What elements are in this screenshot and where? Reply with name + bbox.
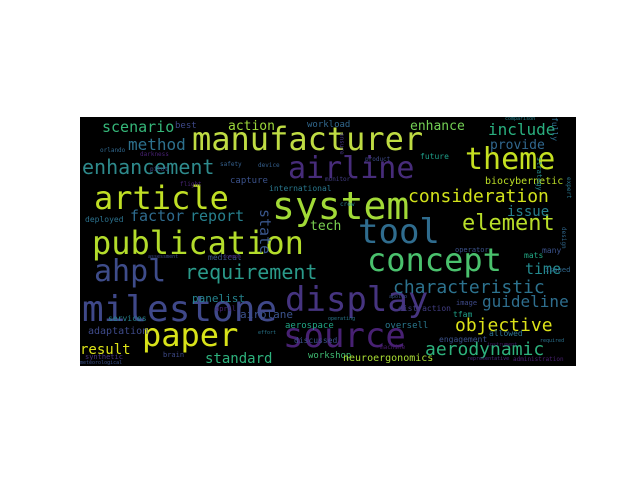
word-april: april: [215, 305, 237, 313]
word-discussed: discussed: [294, 336, 338, 345]
word-element: element: [462, 211, 555, 236]
word-future: future: [420, 152, 449, 161]
word-flight: flight: [180, 181, 202, 188]
word-services: services: [108, 314, 147, 323]
word-concept: concept: [367, 241, 502, 279]
word-airplane: airplane: [240, 308, 293, 321]
word-effort: effort: [258, 330, 277, 336]
word-product: product: [365, 156, 391, 163]
word-tech: tech: [310, 219, 342, 234]
word-workshop: workshop: [308, 351, 352, 361]
word-allowed: allowed: [489, 329, 523, 338]
word-instrument: instrument: [487, 342, 518, 348]
word-theme: theme: [465, 142, 556, 177]
word-administration: administration: [513, 356, 564, 363]
word-standard: standard: [205, 351, 273, 366]
word-mats: mats: [524, 251, 544, 260]
word-expert: expert: [565, 177, 572, 199]
word-best: best: [175, 121, 197, 131]
word-tool: tool: [358, 212, 440, 252]
word-milestone: milestone: [82, 289, 278, 330]
word-monitor: monitor: [325, 176, 351, 183]
word-result: result: [80, 342, 131, 358]
word-operating: operating: [328, 316, 356, 322]
word-fully: fully: [550, 117, 559, 142]
word-system: system: [272, 184, 410, 228]
word-enhancement: enhancement: [82, 155, 215, 179]
word-darkness: darkness: [140, 151, 169, 158]
word-orlando: orlando: [100, 147, 126, 154]
word-capture: capture: [230, 176, 268, 186]
word-consideration: consideration: [408, 186, 549, 207]
word-international: international: [269, 184, 332, 193]
word-oversell: oversell: [385, 321, 429, 331]
word-representative: representative: [467, 356, 510, 362]
word-distraction: distraction: [398, 304, 451, 313]
word-report: report: [190, 207, 245, 225]
word-deployed: deployed: [85, 215, 124, 224]
word-enhance: enhance: [410, 119, 465, 134]
word-characteristic: characteristic: [393, 277, 545, 298]
word-time: time: [525, 260, 562, 278]
word-device: device: [258, 162, 280, 169]
word-objective: objective: [455, 315, 553, 336]
word-many: many: [542, 246, 562, 255]
word-include: include: [488, 120, 556, 139]
word-tfam: tfam: [453, 310, 473, 319]
word-provide: provide: [490, 138, 545, 153]
word-cloud: manufacturer airline theme article system enh…: [80, 117, 576, 366]
word-machine: machine: [380, 344, 406, 351]
word-medical: medical: [208, 253, 242, 262]
word-guideline: guideline: [482, 292, 569, 311]
word-scenario: scenario: [102, 118, 175, 136]
word-comparison: comparison: [505, 117, 536, 122]
word-state: state: [256, 209, 274, 255]
word-issued: issued: [545, 266, 571, 274]
word-pilot: pilot: [150, 166, 169, 173]
word-issue: issue: [507, 204, 550, 220]
word-common: common: [223, 254, 242, 260]
word-design: design: [560, 227, 567, 249]
word-required: required: [540, 338, 565, 344]
word-brain: brain: [163, 351, 185, 359]
word-paper: paper: [142, 316, 239, 354]
word-adaptation: adaptation: [88, 326, 149, 337]
word-engagement: engagement: [439, 335, 488, 344]
word-aerodynamic: aerodynamic: [425, 339, 545, 360]
word-image: image: [456, 299, 478, 307]
word-manufacturer: manufacturer: [192, 120, 424, 158]
word-safety: safety: [220, 161, 242, 168]
word-meteorological: meteorological: [80, 360, 123, 366]
word-panelist: panelist: [192, 292, 245, 305]
word-ahpl: ahpl: [94, 254, 167, 289]
word-publication: publication: [92, 224, 304, 262]
word-display: display: [285, 280, 429, 320]
word-airline: airline: [288, 151, 415, 186]
word-biocybernetic: biocybernetic: [485, 176, 564, 187]
word-requirement: requirement: [185, 260, 318, 284]
word-article: article: [94, 179, 229, 217]
word-source: source: [283, 316, 406, 356]
word-assessment: assessment: [148, 254, 179, 260]
word-method: method: [128, 135, 186, 154]
word-action: action: [228, 119, 275, 134]
word-factor: factor: [130, 207, 185, 225]
word-crew: crew: [340, 201, 355, 208]
word-neuroergonomics: neuroergonomics: [343, 353, 434, 364]
word-ensure: ensure: [338, 133, 345, 155]
word-apollo: apollo: [389, 294, 408, 300]
word-aerospace: aerospace: [285, 321, 334, 331]
word-operator: operator: [455, 246, 489, 254]
word-strategy: strategy: [535, 157, 543, 191]
word-workload: workload: [307, 120, 351, 130]
word-synthetic: synthetic: [85, 353, 123, 361]
